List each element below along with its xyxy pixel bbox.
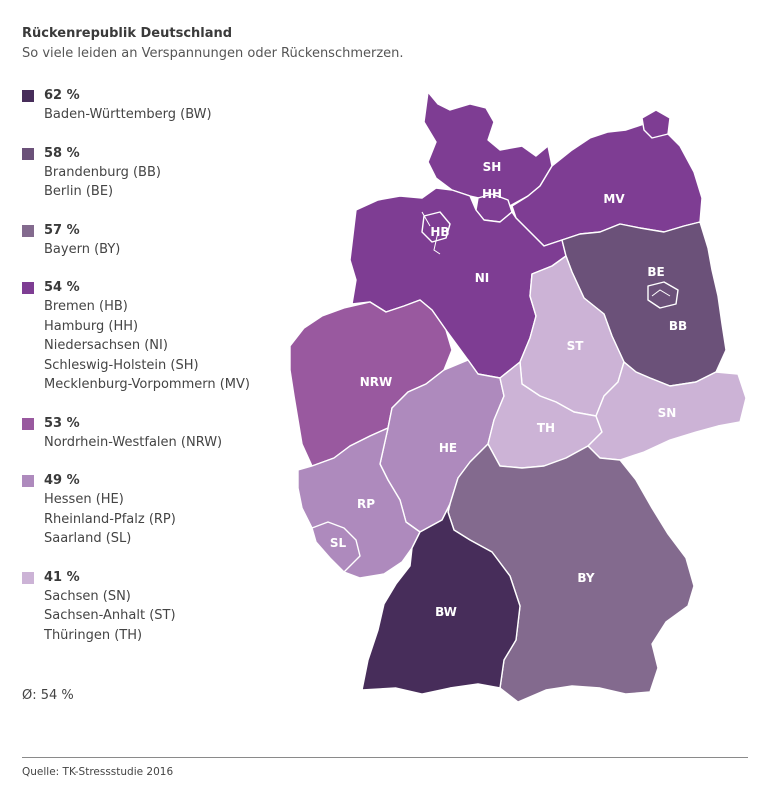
divider <box>22 757 748 758</box>
average-value: Ø: 54 % <box>22 688 74 703</box>
label-nrw: NRW <box>360 375 393 389</box>
region-sl <box>311 521 361 573</box>
legend-state: Rheinland-Pfalz (RP) <box>44 511 176 527</box>
legend-swatch <box>22 571 34 584</box>
legend-swatch <box>22 475 34 487</box>
legend-state: Bayern (BY) <box>44 241 121 257</box>
legend-state: Sachsen (SN) <box>44 588 131 604</box>
legend-group-49: 49 % Hessen (HE) Rheinland-Pfalz (RP) Sa… <box>22 471 292 549</box>
legend-state: Baden-Württemberg (BW) <box>44 107 212 122</box>
legend-swatch <box>22 282 34 294</box>
legend-swatch <box>22 417 34 430</box>
label-st: ST <box>567 339 585 353</box>
label-mv: MV <box>603 192 625 206</box>
legend-percent: 53 % <box>44 415 80 431</box>
legend-state: Nordrhein-Westfalen (NRW) <box>44 434 223 450</box>
legend-group-54: 54 % Bremen (HB) Hamburg (HH) Niedersach… <box>22 278 292 395</box>
legend-state: Mecklenburg-Vorpommern (MV) <box>44 377 250 392</box>
legend-group-62: 62 % Baden-Württemberg (BW) <box>22 86 292 125</box>
legend-state: Thüringen (TH) <box>44 627 143 643</box>
legend-percent: 54 % <box>44 280 80 295</box>
legend-state: Hessen (HE) <box>44 492 124 507</box>
legend-state: Hamburg (HH) <box>44 318 139 334</box>
label-hb: HB <box>430 225 449 239</box>
legend-percent: 41 % <box>44 569 80 585</box>
legend-state: Niedersachsen (NI) <box>44 338 168 353</box>
legend-group-53: 53 % Nordrhein-Westfalen (NRW) <box>22 414 292 453</box>
legend-state: Sachsen-Anhalt (ST) <box>44 608 176 623</box>
legend-percent: 49 % <box>44 473 80 488</box>
region-mv <box>511 123 703 247</box>
legend-group-57: 57 % Bayern (BY) <box>22 221 292 260</box>
legend-percent: 57 % <box>44 222 80 238</box>
region-hb <box>421 211 451 243</box>
label-hh: HH <box>482 187 502 201</box>
label-rp: RP <box>357 497 375 511</box>
label-sl: SL <box>330 536 347 550</box>
legend-group-41: 41 % Sachsen (SN) Sachsen-Anhalt (ST) Th… <box>22 568 292 646</box>
region-bw <box>361 503 521 695</box>
legend-state: Schleswig-Holstein (SH) <box>44 357 199 373</box>
region-be <box>647 281 679 309</box>
label-sh: SH <box>483 160 502 174</box>
legend-percent: 58 % <box>44 145 80 161</box>
legend-state: Bremen (HB) <box>44 299 128 314</box>
legend-swatch <box>22 147 34 160</box>
label-by: BY <box>577 571 594 585</box>
label-th: TH <box>537 421 555 435</box>
legend-state: Saarland (SL) <box>44 531 132 546</box>
map-subtitle: So viele leiden an Verspannungen oder Rü… <box>22 46 404 61</box>
legend-swatch <box>22 90 34 102</box>
legend-state: Brandenburg (BB) <box>44 164 161 180</box>
label-be: BE <box>647 265 664 279</box>
legend-percent: 62 % <box>44 88 80 103</box>
label-bw: BW <box>435 605 457 619</box>
label-bb: BB <box>669 319 687 333</box>
label-sn: SN <box>658 406 677 420</box>
legend-group-58: 58 % Brandenburg (BB) Berlin (BE) <box>22 144 292 202</box>
legend-state: Berlin (BE) <box>44 184 114 199</box>
legend: 62 % Baden-Württemberg (BW) 58 % Branden… <box>22 86 292 664</box>
map-title: Rückenrepublik Deutschland <box>22 26 233 41</box>
legend-swatch <box>22 224 34 237</box>
region-mv-island <box>641 109 671 139</box>
label-ni: NI <box>475 271 490 285</box>
label-he: HE <box>439 441 457 455</box>
source-note: Quelle: TK-Stressstudie 2016 <box>22 766 174 778</box>
